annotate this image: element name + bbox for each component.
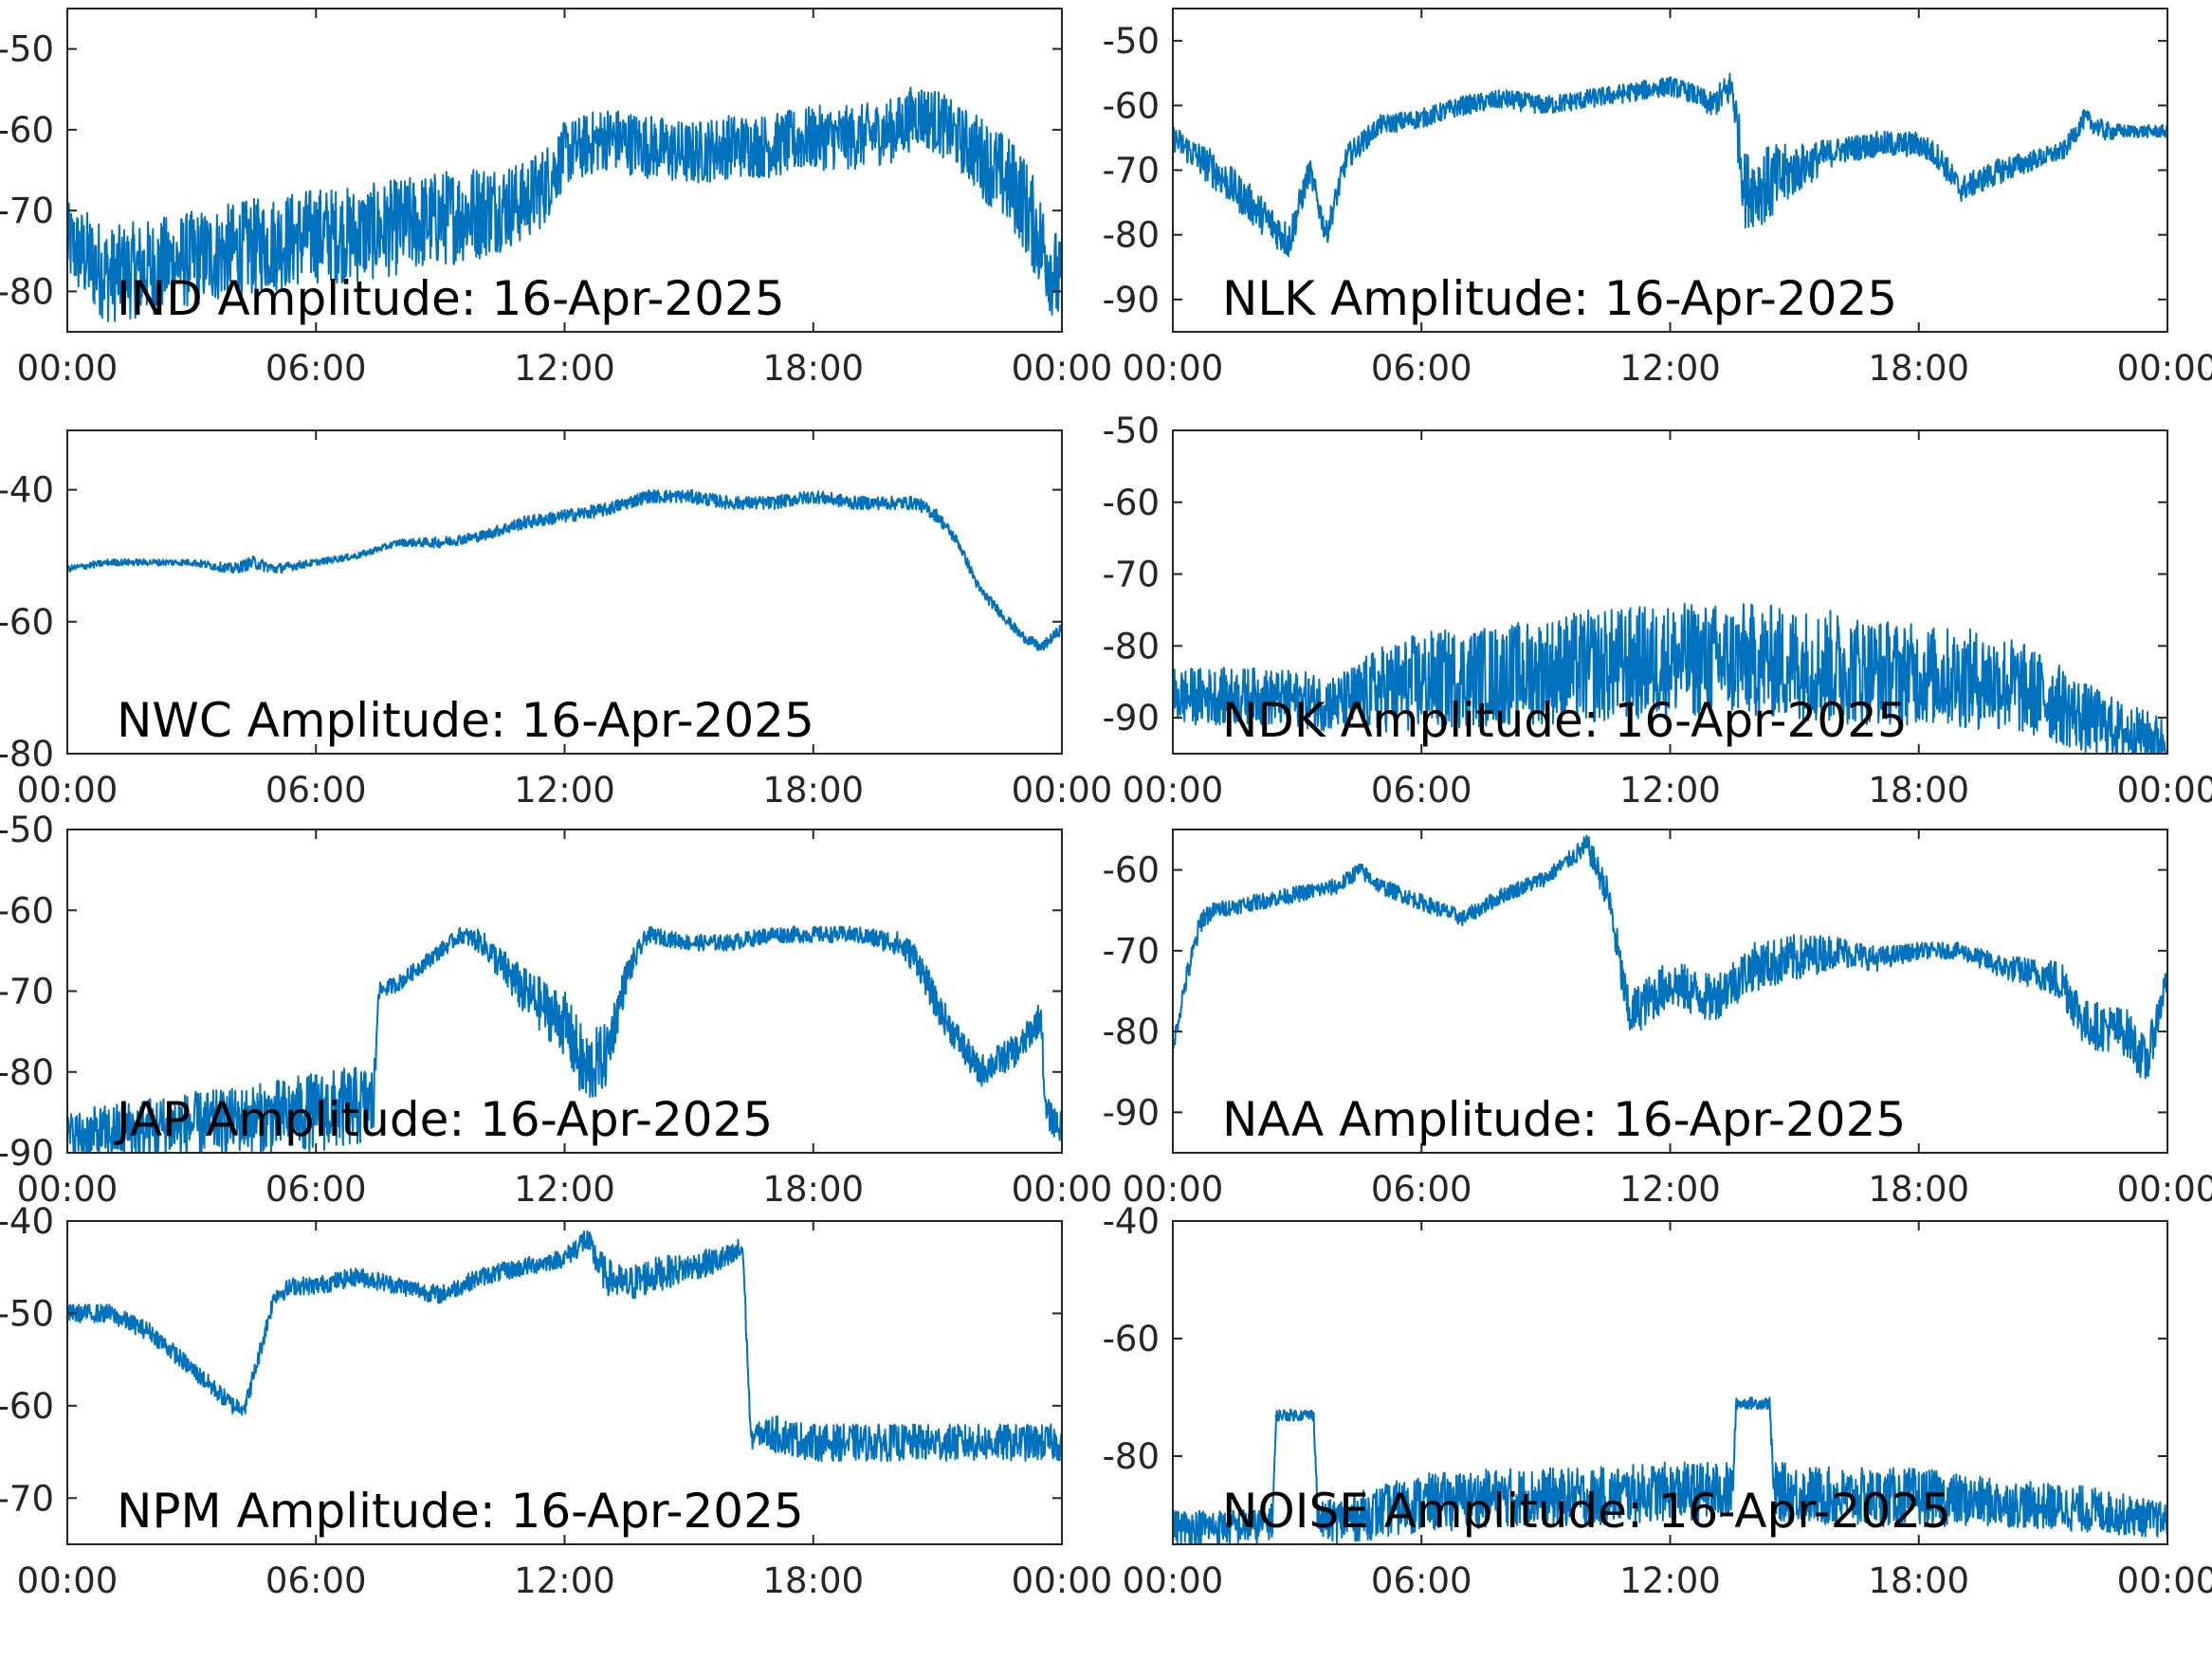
x-tick-label: 00:00 — [2117, 348, 2212, 389]
x-tick-label: 18:00 — [762, 348, 864, 389]
x-tick-label: 18:00 — [762, 1169, 864, 1210]
y-tick-label: -80 — [0, 271, 54, 312]
y-tick-label: -80 — [1103, 215, 1160, 256]
x-tick-label: 12:00 — [1619, 1169, 1721, 1210]
x-tick-label: 06:00 — [1371, 1560, 1472, 1601]
y-tick-label: -70 — [1103, 931, 1160, 972]
x-tick-label: 18:00 — [1868, 1169, 1969, 1210]
x-tick-label: 12:00 — [1619, 1560, 1721, 1601]
series-trace — [1173, 602, 2167, 754]
y-tick-label: -60 — [0, 1386, 54, 1427]
x-tick-label: 06:00 — [265, 770, 367, 811]
x-tick-label: 12:00 — [1619, 348, 1721, 389]
y-tick-label: -90 — [1103, 698, 1160, 738]
x-tick-label: 00:00 — [2117, 1169, 2212, 1210]
y-tick-label: -90 — [1103, 1092, 1160, 1133]
y-tick-label: -80 — [1103, 1012, 1160, 1052]
y-tick-label: -80 — [1103, 1436, 1160, 1477]
panel-8: 00:00 06:00 12:00 18:00 00:00 -40 -60 -80 NOISE … — [1103, 1201, 2212, 1601]
x-tick-label: 00:00 — [1123, 770, 1224, 811]
y-tick-label: -50 — [0, 29, 54, 70]
x-tick-label: 00:00 — [2117, 770, 2212, 811]
panel-3: 00:00 06:00 12:00 18:00 00:00 -40 -60 -80 NWC Am… — [0, 429, 1113, 811]
x-tick-label: 00:00 — [17, 1560, 119, 1601]
x-tick-label: 00:00 — [17, 1169, 119, 1210]
y-tick-label: -70 — [0, 972, 54, 1012]
series-trace — [1173, 834, 2167, 1080]
y-tick-label: -70 — [1103, 555, 1160, 595]
series-trace — [1173, 1396, 2167, 1544]
panel-title: NWC Amplitude: 16-Apr-2025 — [117, 693, 814, 748]
y-tick-label: -80 — [1103, 626, 1160, 666]
x-tick-label: 18:00 — [1868, 348, 1969, 389]
series-trace — [67, 1230, 1062, 1463]
y-tick-label: -40 — [0, 470, 54, 511]
y-tick-label: -90 — [1103, 280, 1160, 320]
x-tick-label: 00:00 — [1012, 770, 1113, 811]
panel-4: 00:00 06:00 12:00 18:00 00:00 -50 -60 -70 -80 -90… — [1103, 410, 2212, 811]
x-tick-label: 00:00 — [17, 348, 119, 389]
x-tick-label: 12:00 — [514, 348, 615, 389]
y-tick-label: -70 — [0, 191, 54, 231]
x-tick-label: 00:00 — [1012, 1560, 1113, 1601]
y-tick-label: -40 — [0, 1201, 54, 1242]
x-tick-label: 12:00 — [514, 1560, 615, 1601]
series-trace — [67, 925, 1062, 1153]
y-tick-label: -60 — [0, 602, 54, 643]
y-tick-label: -80 — [0, 1052, 54, 1093]
x-tick-label: 18:00 — [762, 770, 864, 811]
x-tick-label: 00:00 — [2117, 1560, 2212, 1601]
y-tick-label: -70 — [0, 1478, 54, 1519]
panel-5: 00:00 06:00 12:00 18:00 00:00 -50 -60 -70 -80 -90… — [0, 810, 1112, 1210]
x-tick-label: 00:00 — [1123, 348, 1224, 389]
panel-6: 00:00 06:00 12:00 18:00 00:00 -60 -70 -80 -90 NAA… — [1103, 829, 2212, 1210]
x-tick-label: 06:00 — [265, 1560, 367, 1601]
x-tick-label: 06:00 — [265, 1169, 367, 1210]
panel-title: IND Amplitude: 16-Apr-2025 — [117, 271, 785, 326]
panel-title: NAA Amplitude: 16-Apr-2025 — [1222, 1092, 1906, 1147]
y-tick-label: -60 — [0, 890, 54, 931]
x-tick-label: 00:00 — [1012, 348, 1113, 389]
x-tick-label: 06:00 — [265, 348, 367, 389]
panel-7: 00:00 06:00 12:00 18:00 00:00 -40 -50 -60 -70 NPM… — [0, 1201, 1112, 1601]
x-tick-label: 00:00 — [1123, 1169, 1224, 1210]
x-tick-label: 06:00 — [1371, 770, 1472, 811]
x-tick-label: 12:00 — [514, 1169, 615, 1210]
x-tick-label: 00:00 — [1123, 1560, 1224, 1601]
panel-1: 00:00 06:00 12:00 18:00 00:00 -50 -60 -70 -80 IND… — [0, 8, 1113, 389]
x-tick-label: 12:00 — [514, 770, 615, 811]
x-tick-label: 12:00 — [1619, 770, 1721, 811]
panel-title: NPM Amplitude: 16-Apr-2025 — [117, 1484, 804, 1539]
y-tick-label: -40 — [1103, 1201, 1160, 1242]
y-tick-label: -50 — [0, 1293, 54, 1334]
y-tick-label: -70 — [1103, 151, 1160, 191]
y-tick-label: -60 — [0, 110, 54, 151]
y-tick-label: -60 — [1103, 1319, 1160, 1359]
y-tick-label: -60 — [1103, 483, 1160, 523]
x-tick-label: 18:00 — [762, 1560, 864, 1601]
panel-2: 00:00 06:00 12:00 18:00 00:00 -50 -60 -70 -80 -90… — [1103, 8, 2212, 389]
series-trace — [67, 489, 1062, 651]
y-tick-label: -80 — [0, 734, 54, 775]
y-tick-label: -50 — [1103, 410, 1160, 451]
x-tick-label: 06:00 — [1371, 1169, 1472, 1210]
x-tick-label: 18:00 — [1868, 770, 1969, 811]
y-tick-label: -60 — [1103, 85, 1160, 126]
x-tick-label: 18:00 — [1868, 1560, 1969, 1601]
series-trace — [1173, 72, 2167, 258]
panel-title: JAP Amplitude: 16-Apr-2025 — [114, 1092, 773, 1147]
x-tick-label: 06:00 — [1371, 348, 1472, 389]
y-tick-label: -50 — [1103, 21, 1160, 62]
y-tick-label: -90 — [0, 1133, 54, 1174]
series-trace — [67, 86, 1062, 322]
y-tick-label: -50 — [0, 810, 54, 850]
panel-title: NOISE Amplitude: 16-Apr-2025 — [1222, 1484, 1951, 1539]
x-tick-label: 00:00 — [17, 770, 119, 811]
panel-title: NDK Amplitude: 16-Apr-2025 — [1222, 693, 1908, 748]
panel-title: NLK Amplitude: 16-Apr-2025 — [1222, 271, 1897, 326]
y-tick-label: -60 — [1103, 850, 1160, 891]
x-tick-label: 00:00 — [1012, 1169, 1113, 1210]
